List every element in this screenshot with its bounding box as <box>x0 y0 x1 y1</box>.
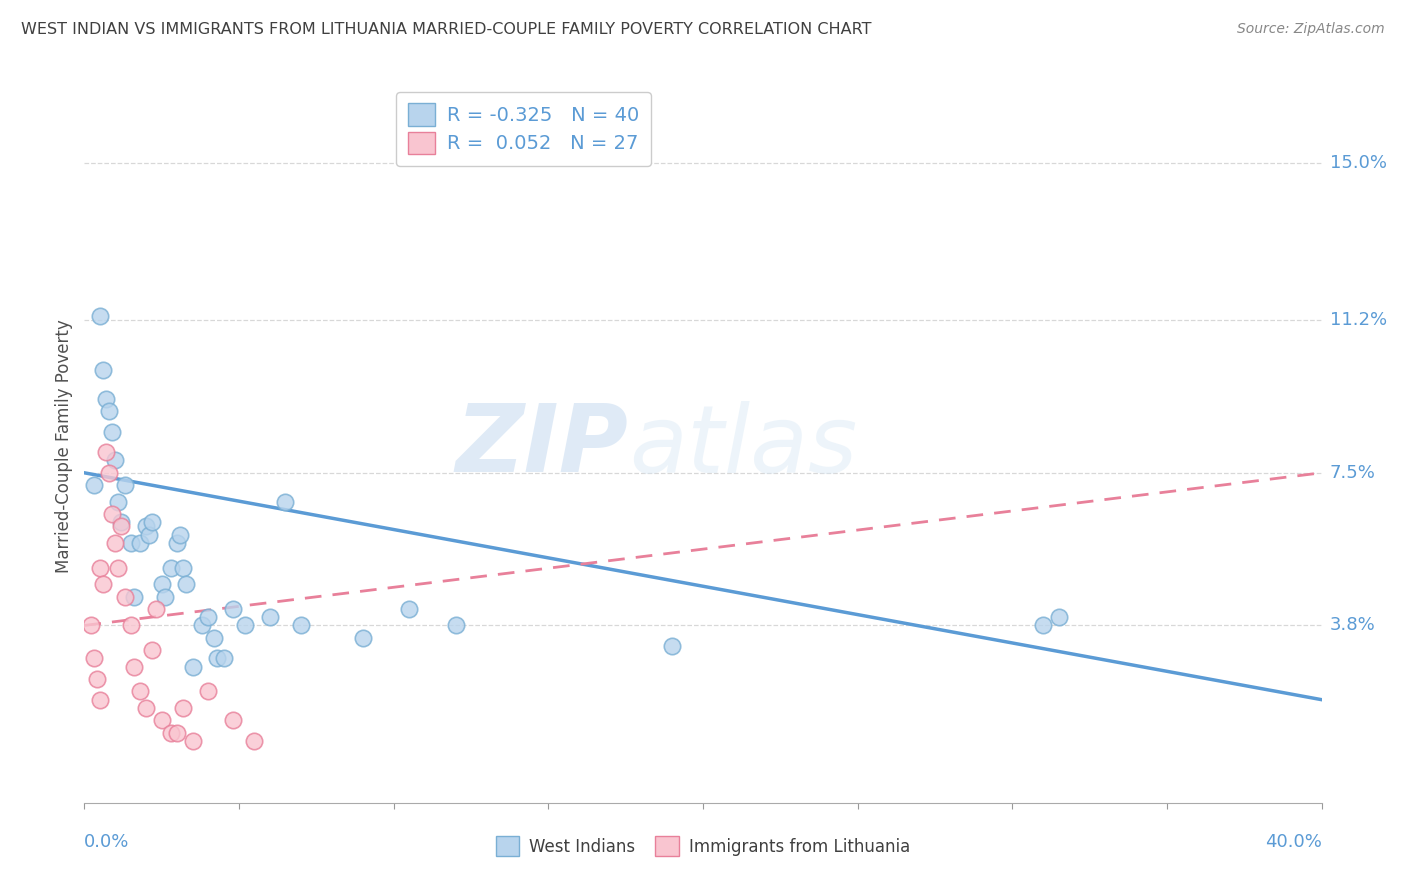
Text: 7.5%: 7.5% <box>1330 464 1376 482</box>
Point <box>89 692 111 706</box>
Point <box>98 466 121 480</box>
Point <box>98 404 121 418</box>
Point <box>202 631 225 645</box>
Legend: West Indians, Immigrants from Lithuania: West Indians, Immigrants from Lithuania <box>489 830 917 863</box>
Point <box>94 445 117 459</box>
Point <box>259 610 281 624</box>
Point <box>107 560 129 574</box>
Point <box>398 602 420 616</box>
Point <box>114 590 136 604</box>
Point <box>160 560 183 574</box>
Point <box>120 618 142 632</box>
Point <box>212 651 235 665</box>
Text: WEST INDIAN VS IMMIGRANTS FROM LITHUANIA MARRIED-COUPLE FAMILY POVERTY CORRELATI: WEST INDIAN VS IMMIGRANTS FROM LITHUANIA… <box>21 22 872 37</box>
Point <box>145 602 167 616</box>
Point <box>91 577 114 591</box>
Text: atlas: atlas <box>628 401 858 491</box>
Point <box>197 610 219 624</box>
Point <box>141 516 163 530</box>
Point <box>169 527 191 541</box>
Point <box>176 577 198 591</box>
Point <box>86 672 108 686</box>
Point <box>233 618 256 632</box>
Point <box>1047 610 1070 624</box>
Point <box>83 651 105 665</box>
Point <box>122 590 145 604</box>
Text: 15.0%: 15.0% <box>1330 154 1386 172</box>
Point <box>166 725 188 739</box>
Text: 0.0%: 0.0% <box>84 833 129 851</box>
Point <box>1032 618 1054 632</box>
Point <box>79 618 101 632</box>
Point <box>661 639 683 653</box>
Point <box>104 453 127 467</box>
Point <box>114 478 136 492</box>
Point <box>172 560 194 574</box>
Point <box>120 536 142 550</box>
Point <box>150 714 173 728</box>
Point <box>129 684 152 698</box>
Text: ZIP: ZIP <box>456 400 628 492</box>
Text: 11.2%: 11.2% <box>1330 311 1388 329</box>
Point <box>222 602 245 616</box>
Point <box>110 516 132 530</box>
Point <box>129 536 152 550</box>
Point <box>153 590 176 604</box>
Point <box>444 618 467 632</box>
Point <box>101 425 124 439</box>
Point <box>91 362 114 376</box>
Point <box>166 536 188 550</box>
Point <box>141 643 163 657</box>
Point <box>135 701 157 715</box>
Point <box>181 659 204 673</box>
Point <box>89 309 111 323</box>
Point <box>101 507 124 521</box>
Point <box>122 659 145 673</box>
Text: 40.0%: 40.0% <box>1265 833 1322 851</box>
Point <box>172 701 194 715</box>
Point <box>222 714 245 728</box>
Point <box>290 618 312 632</box>
Point <box>135 519 157 533</box>
Y-axis label: Married-Couple Family Poverty: Married-Couple Family Poverty <box>55 319 73 573</box>
Point <box>274 494 297 508</box>
Point <box>160 725 183 739</box>
Point <box>107 494 129 508</box>
Point <box>150 577 173 591</box>
Text: Source: ZipAtlas.com: Source: ZipAtlas.com <box>1237 22 1385 37</box>
Point <box>138 527 160 541</box>
Text: 3.8%: 3.8% <box>1330 616 1375 634</box>
Point <box>110 519 132 533</box>
Point <box>352 631 374 645</box>
Point <box>89 560 111 574</box>
Point <box>191 618 214 632</box>
Point <box>94 392 117 406</box>
Point <box>207 651 229 665</box>
Point <box>197 684 219 698</box>
Point <box>181 734 204 748</box>
Point <box>243 734 266 748</box>
Point <box>83 478 105 492</box>
Point <box>104 536 127 550</box>
